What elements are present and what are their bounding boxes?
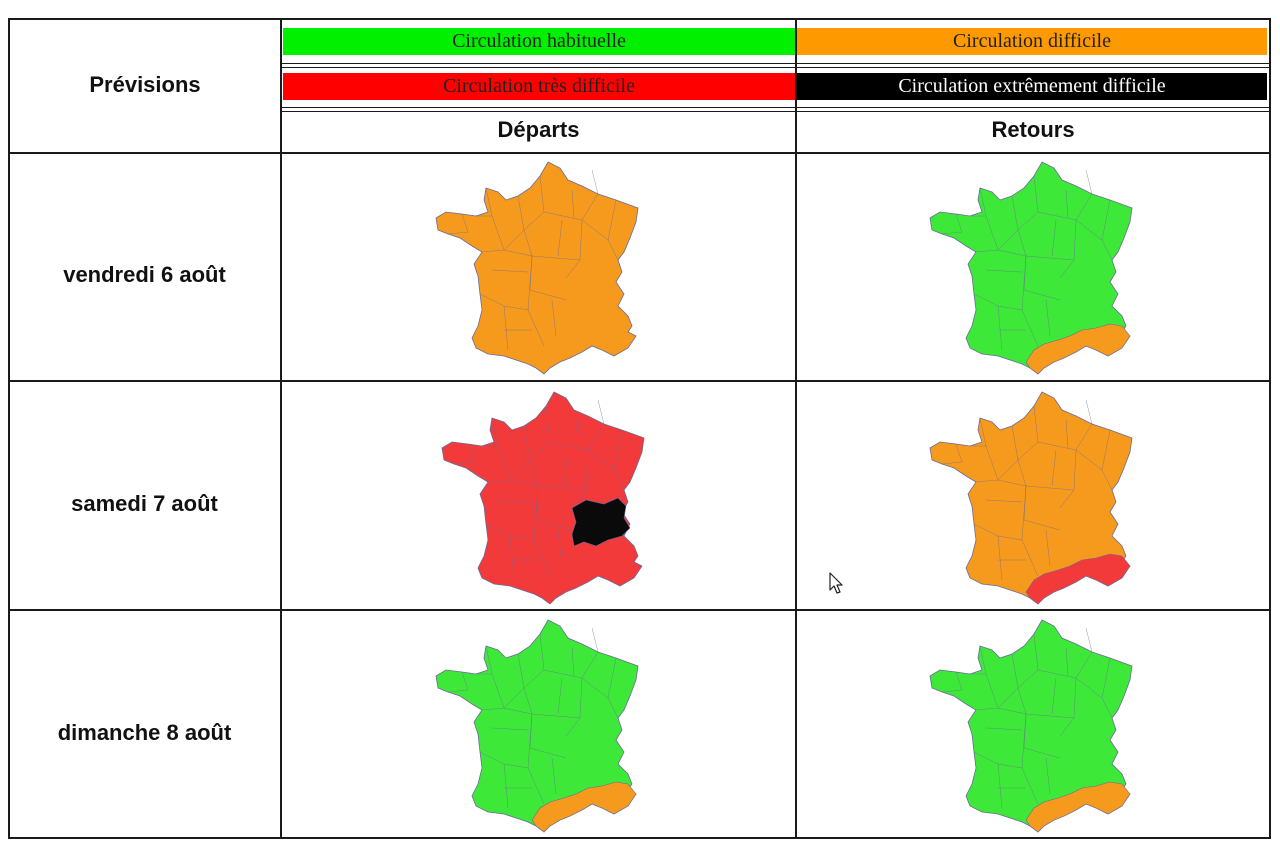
table-rule xyxy=(8,152,1271,154)
table-rule xyxy=(795,18,797,839)
table-rule xyxy=(281,67,1271,68)
table-rule xyxy=(281,111,1271,112)
table-rule xyxy=(8,380,1271,382)
table-rule xyxy=(281,63,1271,64)
legend-tres-difficile: Circulation très difficile xyxy=(283,73,795,100)
retours-header: Retours xyxy=(991,117,1075,142)
table-border-bottom xyxy=(8,837,1271,839)
departs-header: Départs xyxy=(497,117,580,142)
row-label-vendredi: vendredi 6 août xyxy=(63,262,226,287)
mouse-pointer-icon xyxy=(829,572,845,601)
row-label-samedi: samedi 7 août xyxy=(71,491,218,516)
row-label-dimanche: dimanche 8 août xyxy=(57,720,232,745)
table-border-top xyxy=(8,18,1271,20)
table-rule xyxy=(8,609,1271,611)
table-rule xyxy=(281,107,1271,108)
legend-difficile: Circulation difficile xyxy=(797,28,1267,55)
table-border-left xyxy=(8,18,10,839)
table-border-right xyxy=(1269,18,1271,839)
previsions-header: Prévisions xyxy=(89,72,201,97)
table-rule xyxy=(280,18,282,839)
legend-extremement-difficile: Circulation extrêmement difficile xyxy=(797,73,1267,100)
legend-habituelle: Circulation habituelle xyxy=(283,28,795,55)
